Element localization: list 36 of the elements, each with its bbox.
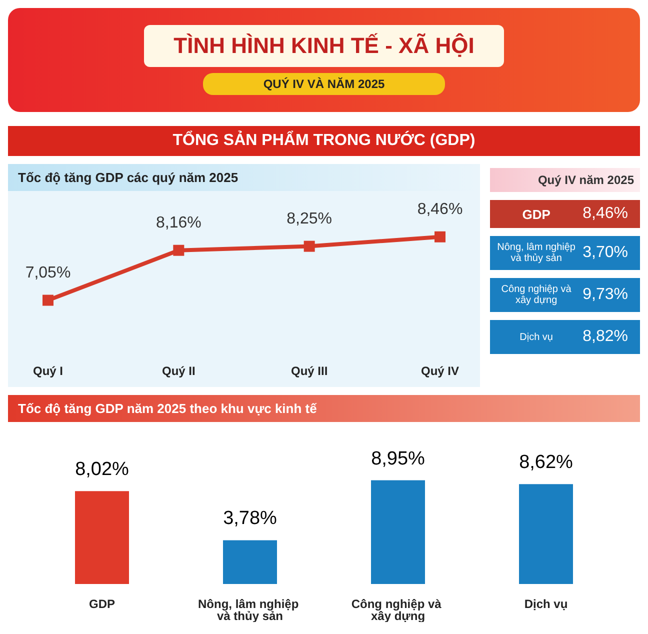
point bbox=[42, 294, 54, 306]
bar bbox=[519, 484, 573, 584]
bar bbox=[371, 480, 425, 584]
x-tick-label: Quý IV bbox=[420, 364, 460, 378]
chart-title: Tốc độ tăng GDP các quý năm 2025 bbox=[8, 164, 480, 191]
x-tick-label: Dịch vụ bbox=[524, 597, 568, 611]
text: TỔNG SẢN PHẨM TRONG NƯỚC (GDP) bbox=[8, 126, 640, 156]
data-label: 8,16% bbox=[156, 214, 202, 232]
category-label: Dịch vụ bbox=[518, 332, 554, 342]
text: 8,46% bbox=[582, 205, 628, 222]
x-tick-label: Quý III bbox=[290, 364, 328, 378]
data-label: 8,25% bbox=[286, 210, 332, 228]
x-tick-label: Quý II bbox=[162, 364, 196, 378]
text: TÌNH HÌNH KINH TẾ - XÃ HỘI bbox=[144, 25, 504, 67]
x-tick-label: Quý I bbox=[32, 364, 64, 378]
text: 8,82% bbox=[582, 328, 628, 345]
text: QUÝ IV VÀ NĂM 2025 bbox=[203, 73, 445, 95]
point bbox=[304, 240, 315, 252]
chart-title: Tốc độ tăng GDP năm 2025 theo khu vực kinh tế bbox=[8, 395, 640, 422]
x-tick-label: GDP bbox=[88, 597, 116, 611]
data-label: 8,46% bbox=[417, 200, 463, 218]
bar bbox=[223, 540, 277, 584]
text: 3,70% bbox=[582, 244, 628, 261]
data-label: 7,05% bbox=[25, 264, 71, 282]
category-label: GDP bbox=[521, 206, 552, 222]
text: Quý IV năm 2025 bbox=[490, 168, 640, 192]
data-label: 8,02% bbox=[75, 459, 130, 480]
category-label: Nông, lâm nghiệp và thủy sản bbox=[496, 242, 576, 264]
data-label: 3,78% bbox=[223, 508, 278, 530]
data-label: 8,95% bbox=[371, 448, 426, 470]
point bbox=[434, 231, 446, 242]
data-label: 8,62% bbox=[519, 452, 574, 474]
point bbox=[173, 244, 184, 256]
category-label: Công nghiệp và xây dựng bbox=[500, 284, 572, 306]
text: 9,73% bbox=[582, 286, 628, 303]
bar bbox=[75, 491, 129, 584]
